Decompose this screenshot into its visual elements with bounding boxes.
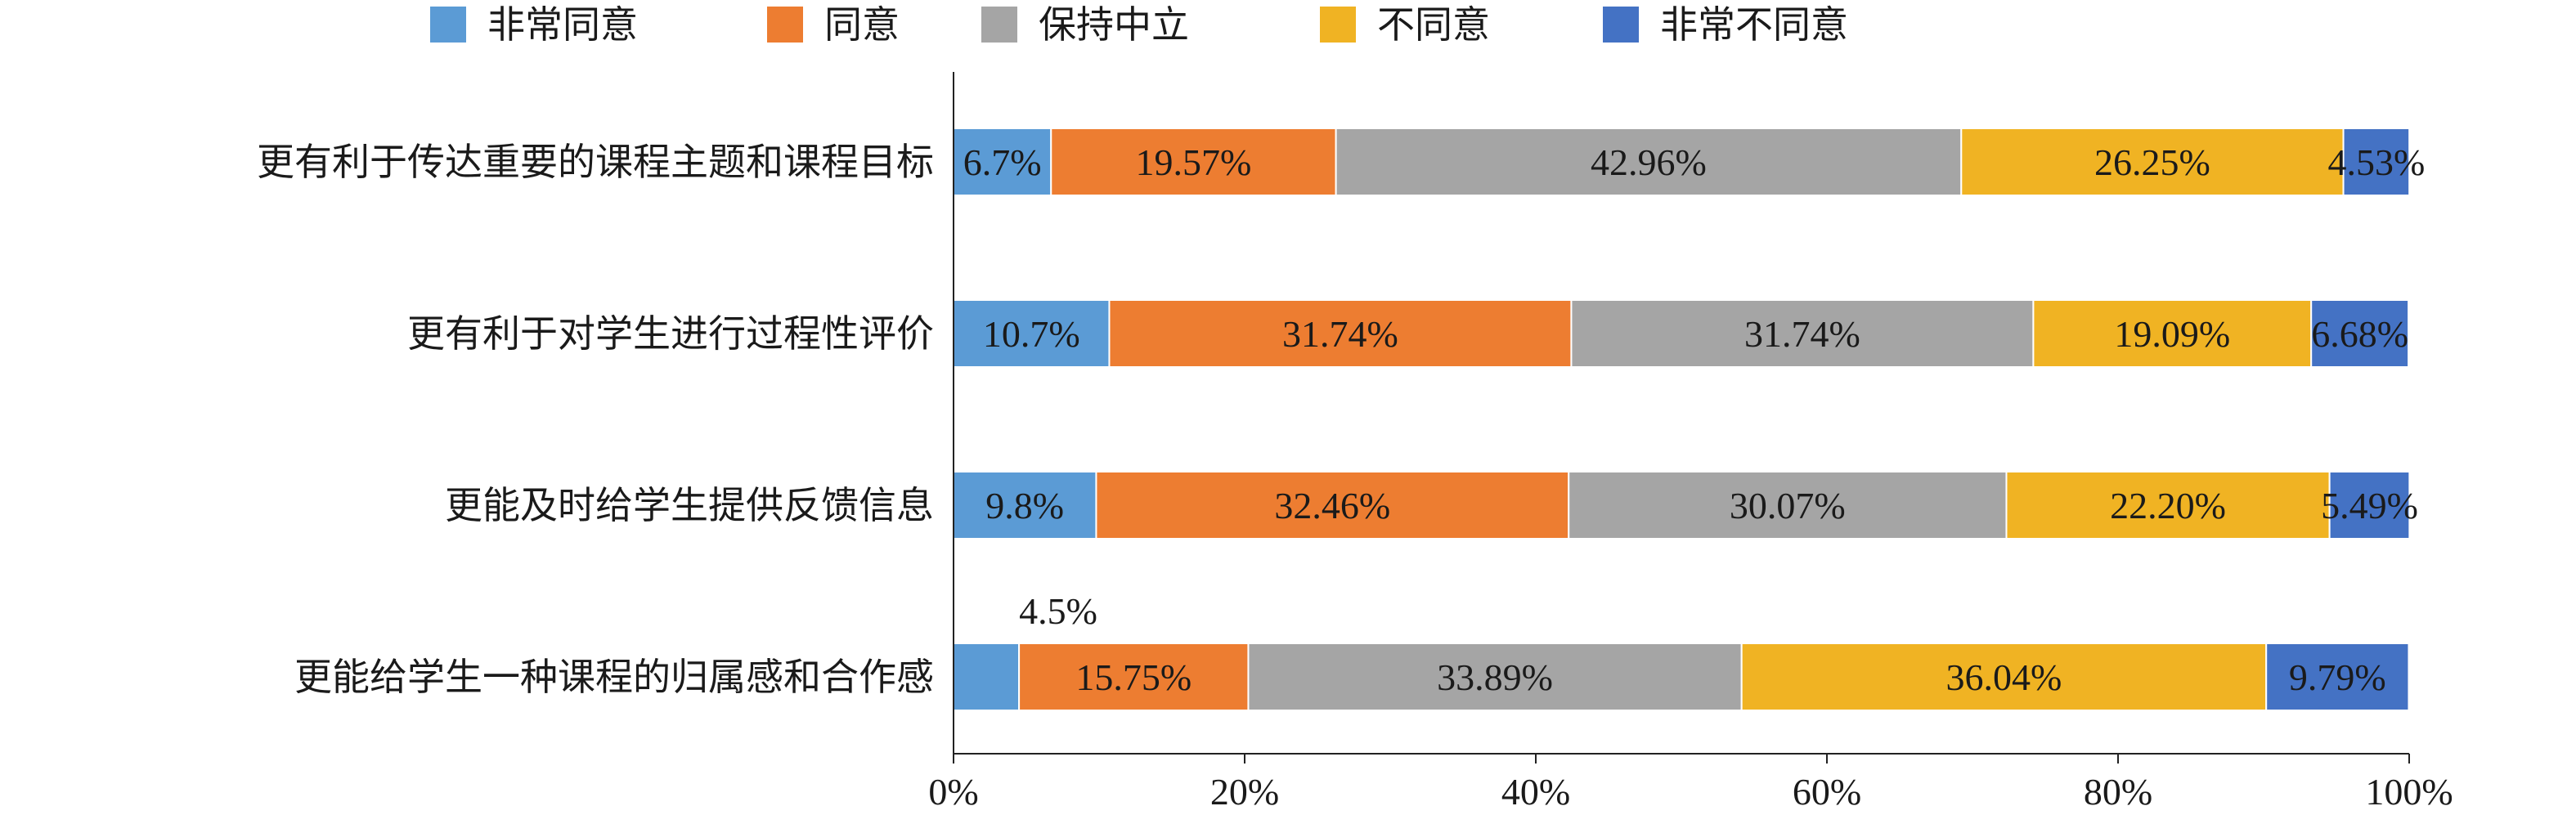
x-tick-label: 80%	[2084, 771, 2152, 813]
legend-label: 不同意	[1377, 2, 1490, 47]
bar-segment	[1095, 471, 1570, 540]
category-label: 更能及时给学生提供反馈信息	[445, 483, 934, 527]
data-label: 22.20%	[2110, 485, 2226, 526]
bar-segment	[1570, 299, 2035, 368]
data-label: 42.96%	[1591, 141, 1707, 183]
bar-segment	[1960, 128, 2345, 196]
plot-area: 6.7% 19.57% 42.96% 26.25% 4.53% 更有利于传达重要的课程主题…	[257, 128, 2425, 711]
data-label: 10.7%	[983, 313, 1080, 355]
axes: 0% 20% 40% 60% 80% 100%	[928, 72, 2453, 813]
legend-swatch	[1603, 7, 1639, 43]
data-label: 31.74%	[1282, 313, 1398, 355]
data-label: 19.09%	[2114, 313, 2230, 355]
bar-segment	[953, 128, 1052, 196]
data-label: 9.79%	[2289, 656, 2386, 698]
data-label: 30.07%	[1730, 485, 1846, 526]
legend-label: 同意	[824, 2, 900, 47]
category-label: 更有利于传达重要的课程主题和课程目标	[257, 140, 934, 184]
legend-label: 非常同意	[487, 2, 638, 47]
bar-segment	[1018, 643, 1250, 711]
bar-segment	[2032, 299, 2313, 368]
bar-row: 4.5% 15.75% 33.89% 36.04% 9.79%	[953, 590, 2410, 711]
bar-segment	[2310, 299, 2410, 368]
bar-segment	[2328, 471, 2411, 540]
category-label: 更能给学生一种课程的归属感和合作感	[294, 655, 934, 699]
x-tick-label: 60%	[1793, 771, 1861, 813]
bar-segment	[1108, 299, 1573, 368]
bar-segment	[1050, 128, 1337, 196]
data-label: 4.5%	[1019, 590, 1097, 632]
legend-swatch	[1320, 7, 1356, 43]
legend-item: 不同意	[1320, 2, 1490, 47]
bar-row: 6.7% 19.57% 42.96% 26.25% 4.53%	[953, 128, 2425, 196]
bar-segment	[2005, 471, 2331, 540]
data-label: 6.68%	[2311, 313, 2408, 355]
x-tick-label: 100%	[2365, 771, 2453, 813]
bar-segment	[953, 643, 1021, 711]
bar-segment	[2342, 128, 2411, 196]
data-label: 6.7%	[963, 141, 1042, 183]
legend-item: 同意	[767, 2, 900, 47]
legend: 非常同意 同意 保持中立 不同意 非常不同意	[430, 2, 1848, 47]
x-tick-label: 0%	[928, 771, 978, 813]
data-label: 33.89%	[1437, 656, 1553, 698]
bar-segment	[1335, 128, 1963, 196]
category-label: 更有利于对学生进行过程性评价	[407, 311, 934, 356]
legend-item: 非常同意	[430, 2, 638, 47]
bar-row: 10.7% 31.74% 31.74% 19.09% 6.68%	[953, 299, 2410, 368]
legend-swatch	[767, 7, 803, 43]
data-label: 36.04%	[1946, 656, 2062, 698]
data-label: 31.74%	[1744, 313, 1860, 355]
legend-item: 非常不同意	[1603, 2, 1848, 47]
legend-label: 非常不同意	[1660, 2, 1848, 47]
x-tick-label: 20%	[1210, 771, 1279, 813]
legend-swatch	[430, 7, 466, 43]
data-label: 4.53%	[2327, 141, 2425, 183]
x-tick-label: 40%	[1501, 771, 1570, 813]
bar-segment	[2265, 643, 2410, 711]
data-label: 9.8%	[985, 485, 1064, 526]
data-label: 19.57%	[1136, 141, 1252, 183]
data-label: 32.46%	[1274, 485, 1390, 526]
bar-segment	[1740, 643, 2268, 711]
bar-segment	[1568, 471, 2008, 540]
legend-swatch	[981, 7, 1017, 43]
data-label: 15.75%	[1075, 656, 1192, 698]
data-label: 26.25%	[2094, 141, 2210, 183]
data-label: 5.49%	[2321, 485, 2418, 526]
legend-item: 保持中立	[981, 2, 1189, 47]
bar-row: 9.8% 32.46% 30.07% 22.20% 5.49%	[953, 471, 2418, 540]
legend-label: 保持中立	[1039, 2, 1189, 47]
bar-segment	[1247, 643, 1743, 711]
